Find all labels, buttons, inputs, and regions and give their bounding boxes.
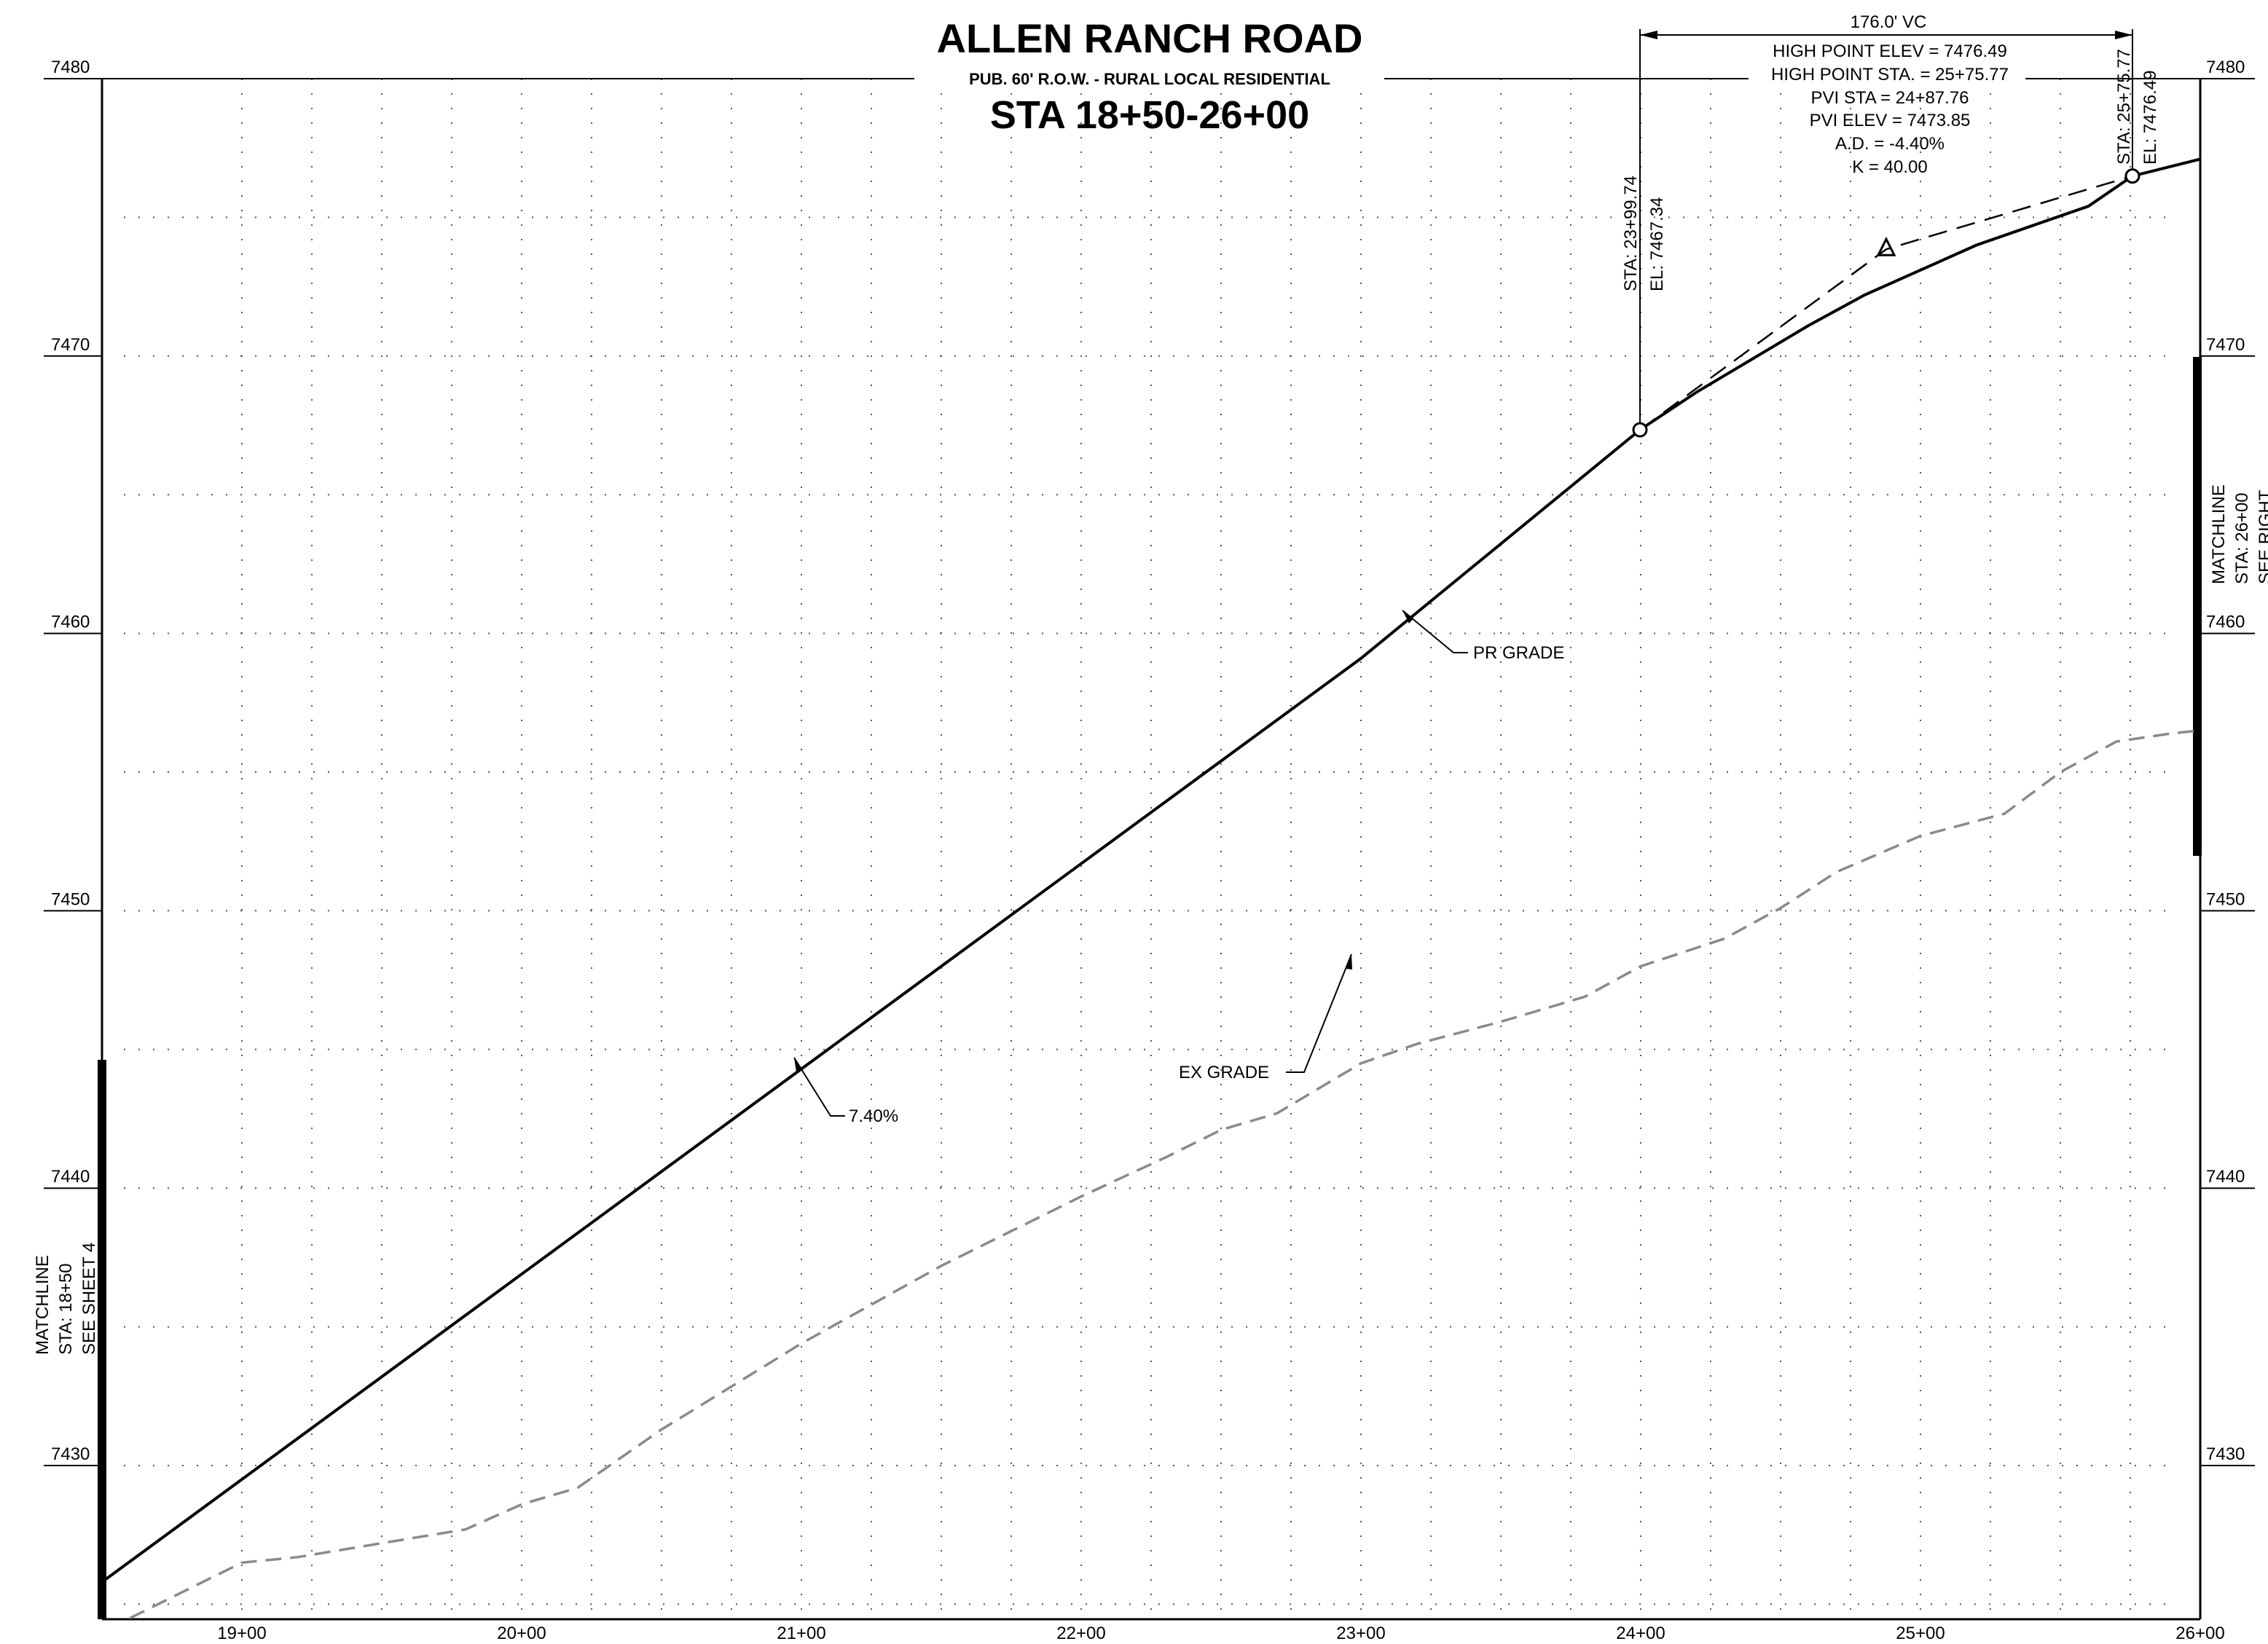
y-tick-label: 7470: [51, 335, 90, 355]
matchline-left-label: MATCHLINE STA: 18+50 SEE SHEET 4: [33, 1243, 99, 1355]
row-subtitle: PUB. 60' R.O.W. - RURAL LOCAL RESIDENTIA…: [969, 70, 1330, 88]
vc-length-label: 176.0' VC: [1851, 12, 1927, 32]
pvi-elev-label: PVI ELEV = 7473.85: [1810, 111, 1971, 130]
y-axis-labels: 7430 7430 7440 7440 7450 7450 7460 7460 7470 7470…: [44, 58, 2255, 1466]
y-tick-label: 7450: [2206, 889, 2245, 909]
pvi-sta-label: PVI STA = 24+87.76: [1810, 88, 1969, 108]
k-value-label: K = 40.00: [1852, 157, 1927, 177]
y-tick-label: 7470: [2206, 335, 2245, 355]
y-tick-label: 7450: [51, 889, 90, 909]
matchline-left-line1: MATCHLINE: [33, 1255, 52, 1355]
y-tick-label: 7430: [51, 1444, 90, 1464]
pvt-station-labels: STA: 25+75.77 EL: 7476.49: [2114, 49, 2160, 165]
pvc-point-marker: [1632, 422, 1648, 438]
vertical-curve-data: 176.0' VC HIGH POINT ELEV = 7476.49 HIGH…: [1749, 12, 2025, 177]
y-tick-label: 7430: [2206, 1444, 2245, 1464]
x-tick-label: 20+00: [497, 1624, 546, 1643]
pvt-el-label: EL: 7476.49: [2141, 71, 2160, 165]
x-tick-label: 23+00: [1336, 1624, 1385, 1643]
matchline-right-line1: MATCHLINE: [2209, 484, 2229, 584]
matchline-right-label: MATCHLINE STA: 26+00 SEE RIGHT: [2209, 484, 2268, 584]
profile-frame: [44, 78, 2255, 1621]
x-tick-label: 24+00: [1616, 1624, 1665, 1643]
algebraic-difference-label: A.D. = -4.40%: [1835, 134, 1945, 154]
pr-grade-line: [101, 157, 2201, 1584]
station-range-title: STA 18+50-26+00: [990, 93, 1309, 137]
x-tick-label: 22+00: [1056, 1624, 1105, 1643]
ex-grade-callout: EX GRADE: [1179, 953, 1352, 1082]
x-tick-label: 21+00: [777, 1624, 825, 1643]
pvc-el-label: EL: 7467.34: [1647, 197, 1667, 291]
road-title: ALLEN RANCH ROAD: [937, 15, 1363, 61]
matchline-right-line2: STA: 26+00: [2232, 492, 2252, 584]
pvc-station-labels: STA: 23+99.74 EL: 7467.34: [1621, 176, 1667, 291]
matchline-left-line3: SEE SHEET 4: [79, 1243, 99, 1355]
y-tick-label: 7460: [2206, 613, 2245, 632]
grade-percent-callout: 7.40%: [793, 1057, 898, 1126]
grid: [124, 79, 2178, 1619]
matchline-left-line2: STA: 18+50: [56, 1263, 76, 1355]
pr-grade-callout: PR GRADE: [1402, 610, 1564, 663]
y-tick-label: 7440: [2206, 1167, 2245, 1187]
matchline-right-line3: SEE RIGHT: [2256, 489, 2268, 584]
ex-grade-label: EX GRADE: [1179, 1063, 1269, 1082]
y-tick-label: 7480: [51, 58, 90, 77]
y-tick-label: 7480: [2206, 58, 2245, 77]
high-point-sta-label: HIGH POINT STA. = 25+75.77: [1771, 65, 2009, 84]
ex-grade-line: [129, 729, 2200, 1619]
x-axis-labels: 19+00 20+00 21+00 22+00 23+00 24+00 25+00 26+00: [217, 1624, 2224, 1643]
high-point-marker: [2124, 168, 2141, 184]
vc-dimension: [1640, 31, 2132, 39]
x-tick-label: 19+00: [217, 1624, 266, 1643]
y-tick-label: 7460: [51, 613, 90, 632]
pvi-tangent-line: [1639, 175, 2133, 431]
pvt-sta-label: STA: 25+75.77: [2114, 49, 2134, 165]
y-tick-label: 7440: [51, 1167, 90, 1187]
pr-grade-label: PR GRADE: [1473, 643, 1564, 663]
pvc-sta-label: STA: 23+99.74: [1621, 176, 1641, 291]
pvi-triangle-marker: [1876, 236, 1896, 256]
x-tick-label: 26+00: [2175, 1624, 2224, 1643]
grade-percent-label: 7.40%: [849, 1106, 898, 1126]
x-tick-label: 25+00: [1896, 1624, 1945, 1643]
high-point-elev-label: HIGH POINT ELEV = 7476.49: [1773, 42, 2007, 61]
